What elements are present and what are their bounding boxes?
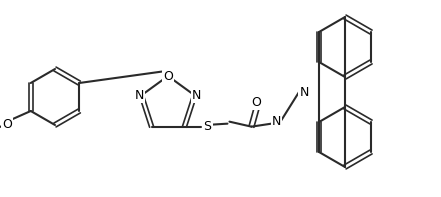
Text: N: N xyxy=(192,89,202,102)
Text: O: O xyxy=(251,96,262,109)
Text: O: O xyxy=(2,117,12,130)
Text: S: S xyxy=(203,120,211,133)
Text: O: O xyxy=(163,70,173,83)
Text: N: N xyxy=(299,85,309,98)
Text: N: N xyxy=(272,115,281,128)
Text: N: N xyxy=(135,89,144,102)
